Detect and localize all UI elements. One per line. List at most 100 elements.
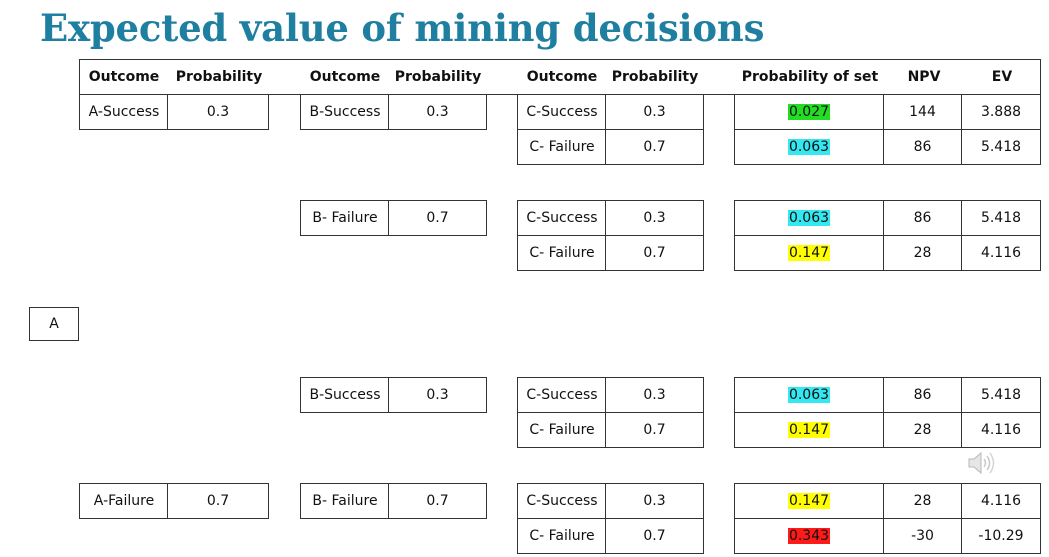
b-probability: 0.7 (426, 493, 449, 509)
npv-cell: -30 (911, 528, 934, 544)
divider (388, 201, 389, 235)
prob-set-cell: 0.063 (735, 130, 883, 164)
prob-set-cell: 0.147 (735, 413, 883, 447)
c-outcome: C- Failure (529, 422, 595, 438)
a-outcome: A-Failure (93, 493, 155, 509)
b-outcome: B- Failure (312, 210, 378, 226)
divider (883, 484, 884, 553)
prob-set-value: 0.063 (787, 210, 831, 226)
c-outcome: C-Success (526, 493, 598, 509)
npv-cell: 86 (913, 210, 932, 226)
c-outcome: C- Failure (529, 139, 595, 155)
prob-set-cell: 0.343 (735, 519, 883, 553)
prob-set-value: 0.063 (787, 387, 831, 403)
c-probability: 0.7 (643, 245, 666, 261)
b-outcome: B- Failure (312, 493, 378, 509)
divider (388, 484, 389, 518)
prob-set-value: 0.147 (787, 245, 831, 261)
prob-set-value: 0.063 (787, 139, 831, 155)
npv-cell: 28 (913, 245, 932, 261)
ev-cell: 4.116 (980, 245, 1022, 261)
c-probability: 0.3 (643, 210, 666, 226)
npv-cell: 86 (913, 387, 932, 403)
divider (388, 378, 389, 412)
b-node: B-Success 0.3 (300, 94, 487, 130)
row-divider (518, 235, 703, 236)
prob-set-cell: 0.147 (735, 484, 883, 518)
divider (388, 95, 389, 129)
c-outcome: C-Success (526, 210, 598, 226)
ev-cell: 3.888 (980, 104, 1022, 120)
divider (961, 201, 962, 270)
c-outcome: C-Success (526, 387, 598, 403)
header-row: Outcome Probability Outcome Probability … (79, 59, 1041, 95)
root-node: A (29, 307, 79, 341)
divider (605, 484, 606, 553)
row-divider (518, 412, 703, 413)
npv-cell: 28 (913, 422, 932, 438)
a-node: A-Success 0.3 (79, 94, 269, 130)
header-outcome-b: Outcome (309, 69, 381, 85)
prob-set-cell: 0.063 (735, 378, 883, 412)
c-probability: 0.3 (643, 493, 666, 509)
c-outcome: C-Success (526, 104, 598, 120)
header-ev: EV (991, 69, 1013, 85)
a-outcome: A-Success (88, 104, 160, 120)
divider (961, 378, 962, 447)
divider (961, 484, 962, 553)
divider (883, 378, 884, 447)
divider (883, 201, 884, 270)
b-node: B-Success 0.3 (300, 377, 487, 413)
row-divider (735, 412, 1040, 413)
prob-set-value: 0.147 (787, 493, 831, 509)
row-divider (518, 518, 703, 519)
b-outcome: B-Success (309, 104, 381, 120)
npv-cell: 144 (909, 104, 936, 120)
prob-set-value: 0.343 (787, 528, 831, 544)
row-divider (735, 235, 1040, 236)
divider (167, 484, 168, 518)
npv-cell: 28 (913, 493, 932, 509)
prob-set-value: 0.027 (787, 104, 831, 120)
header-probability-b: Probability (394, 69, 482, 85)
result-group: 0.063 86 5.418 0.147 28 4.116 (734, 200, 1041, 271)
ev-cell: -10.29 (978, 528, 1024, 544)
ev-cell: 4.116 (980, 493, 1022, 509)
header-prob-set: Probability of set (741, 69, 879, 85)
c-probability: 0.7 (643, 139, 666, 155)
b-node: B- Failure 0.7 (300, 483, 487, 519)
ev-cell: 5.418 (980, 387, 1022, 403)
ev-cell: 5.418 (980, 139, 1022, 155)
c-probability: 0.3 (643, 104, 666, 120)
b-node: B- Failure 0.7 (300, 200, 487, 236)
result-group: 0.063 86 5.418 0.147 28 4.116 (734, 377, 1041, 448)
divider (605, 95, 606, 164)
header-probability-a: Probability (175, 69, 263, 85)
prob-set-cell: 0.027 (735, 95, 883, 129)
header-outcome-c: Outcome (526, 69, 598, 85)
c-group: C-Success 0.3 C- Failure 0.7 (517, 483, 704, 554)
ev-cell: 5.418 (980, 210, 1022, 226)
prob-set-value: 0.147 (787, 422, 831, 438)
divider (961, 95, 962, 164)
header-outcome-a: Outcome (88, 69, 160, 85)
prob-set-cell: 0.147 (735, 236, 883, 270)
b-probability: 0.7 (426, 210, 449, 226)
b-probability: 0.3 (426, 104, 449, 120)
result-group: 0.027 144 3.888 0.063 86 5.418 (734, 94, 1041, 165)
a-node: A-Failure 0.7 (79, 483, 269, 519)
divider (167, 95, 168, 129)
a-probability: 0.3 (206, 104, 230, 120)
divider (883, 95, 884, 164)
speaker-icon[interactable] (966, 450, 996, 476)
header-probability-c: Probability (611, 69, 699, 85)
prob-set-cell: 0.063 (735, 201, 883, 235)
divider (605, 201, 606, 270)
c-probability: 0.3 (643, 387, 666, 403)
result-group: 0.147 28 4.116 0.343 -30 -10.29 (734, 483, 1041, 554)
c-group: C-Success 0.3 C- Failure 0.7 (517, 94, 704, 165)
header-npv: NPV (907, 69, 941, 85)
page-title: Expected value of mining decisions (40, 6, 765, 50)
row-divider (518, 129, 703, 130)
b-probability: 0.3 (426, 387, 449, 403)
